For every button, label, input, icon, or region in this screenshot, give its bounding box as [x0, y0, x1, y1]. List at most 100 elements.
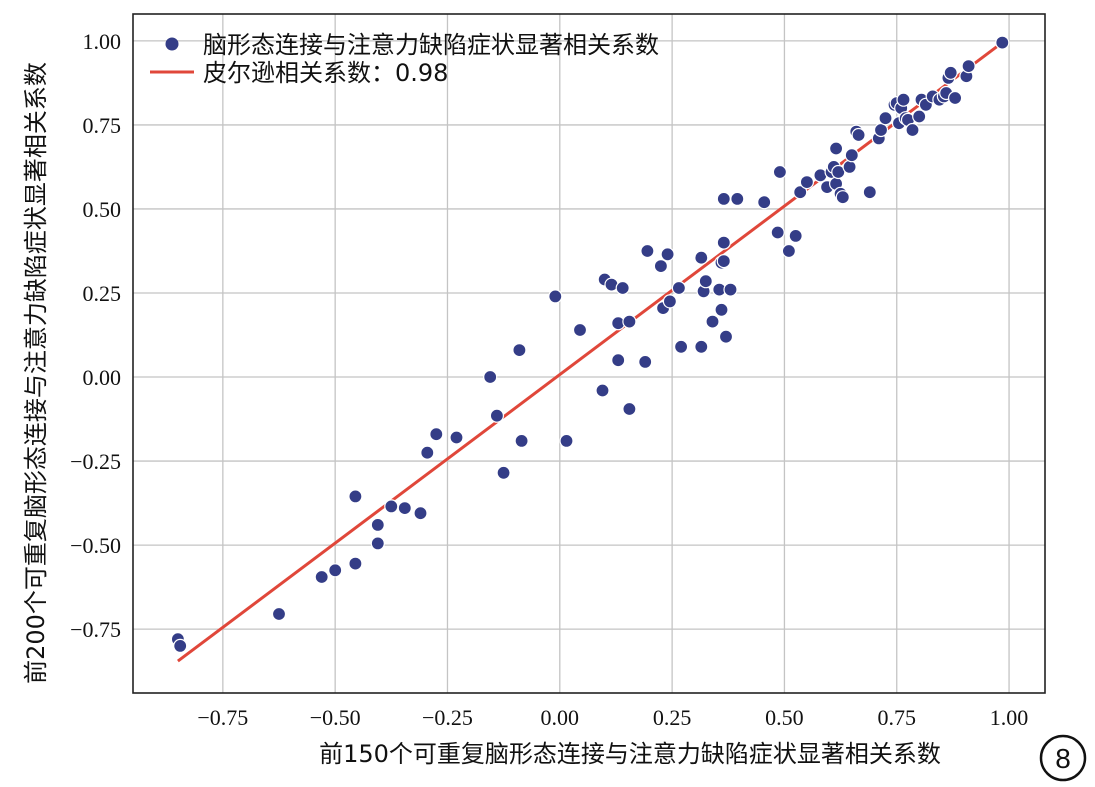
- scatter-points: [170, 35, 1010, 654]
- scatter-point: [844, 148, 859, 163]
- scatter-point: [716, 191, 731, 206]
- scatter-point: [548, 289, 563, 304]
- scatter-point: [961, 58, 976, 74]
- scatter-point: [835, 190, 850, 205]
- scatter-point: [799, 175, 815, 190]
- x-tick-label: −0.50: [310, 705, 361, 730]
- scatter-point: [793, 185, 808, 200]
- legend-line-label: 皮尔逊相关系数：0.98: [203, 59, 448, 87]
- scatter-point: [905, 122, 920, 138]
- scatter-point: [842, 159, 857, 174]
- y-tick-label: 0.50: [83, 197, 122, 222]
- scatter-point: [512, 343, 527, 358]
- scatter-point: [413, 506, 428, 521]
- scatter-point: [716, 254, 731, 269]
- y-tick-labels: 1.00 0.75 0.50 0.25 0.00 −0.25 −0.50 −0.75: [70, 29, 121, 642]
- scatter-point: [716, 235, 731, 250]
- scatter-point: [370, 517, 385, 533]
- scatter-point: [429, 427, 444, 442]
- scatter-point: [420, 445, 435, 460]
- scatter-point: [671, 280, 687, 296]
- badge-circle: [1039, 734, 1087, 782]
- plot-frame: [132, 13, 1046, 694]
- scatter-point: [595, 383, 610, 398]
- scatter-point: [705, 314, 720, 329]
- scatter-point: [772, 164, 788, 180]
- scatter-point: [314, 569, 329, 585]
- scatter-point: [781, 243, 797, 259]
- scatter-point: [640, 243, 655, 259]
- scatter-point: [638, 354, 653, 369]
- x-tick-label: −0.25: [422, 705, 473, 730]
- scatter-point: [348, 489, 363, 504]
- x-tick-labels: −0.75 −0.50 −0.25 0.00 0.25 0.50 0.75 1.00: [197, 705, 1028, 730]
- scatter-point: [514, 433, 529, 448]
- x-tick-label: 0.25: [653, 705, 692, 730]
- scatter-point: [851, 127, 866, 143]
- scatter-point: [653, 259, 669, 274]
- scatter-point: [622, 314, 637, 329]
- scatter-point: [611, 353, 626, 368]
- scatter-point: [943, 65, 958, 80]
- scatter-point: [714, 302, 729, 317]
- scatter-point: [673, 339, 689, 354]
- scatter-point: [660, 247, 675, 262]
- scatter-point: [878, 111, 893, 126]
- scatter-point: [947, 90, 963, 106]
- y-tick-label: 1.00: [83, 29, 122, 54]
- y-tick-label: −0.25: [70, 449, 121, 474]
- y-tick-label: 0.00: [83, 365, 122, 390]
- scatter-point: [873, 122, 889, 138]
- scatter-point: [730, 191, 745, 206]
- badge-number: 8: [1055, 743, 1071, 774]
- scatter-point: [694, 250, 709, 265]
- x-axis-label: 前150个可重复脑形态连接与注意力缺陷症状显著相关系数: [319, 740, 941, 768]
- x-tick-label: 0.75: [877, 705, 916, 730]
- scatter-point: [862, 185, 877, 200]
- scatter-point: [622, 401, 637, 417]
- scatter-point: [328, 563, 343, 578]
- scatter-point: [449, 430, 464, 445]
- x-tick-label: 0.50: [765, 705, 804, 730]
- y-axis-label: 前200个可重复脑形态连接与注意力缺陷症状显著相关系数: [22, 62, 50, 684]
- scatter-point: [173, 638, 188, 654]
- pearson-fit-line: [176, 41, 1004, 663]
- scatter-point: [572, 322, 588, 338]
- scatter-point: [896, 92, 911, 107]
- scatter-point: [995, 35, 1010, 50]
- scatter-point: [718, 329, 734, 344]
- scatter-point: [662, 294, 678, 309]
- scatter-point: [694, 339, 709, 354]
- scatter-point: [723, 282, 738, 297]
- scatter-point: [770, 225, 785, 240]
- x-tick-label: 0.00: [541, 705, 580, 730]
- scatter-point: [370, 536, 385, 551]
- y-tick-label: −0.50: [70, 533, 121, 558]
- scatter-point: [397, 501, 412, 516]
- grid-lines: [133, 14, 1045, 693]
- scatter-point: [496, 465, 511, 480]
- scatter-point: [489, 408, 504, 423]
- y-tick-label: 0.75: [83, 113, 122, 138]
- scatter-point: [615, 280, 630, 296]
- scatter-point: [698, 274, 713, 289]
- regression-line-layer: [176, 41, 1004, 663]
- legend: 脑形态连接与注意力缺陷症状显著相关系数 皮尔逊相关系数：0.98: [150, 31, 659, 87]
- scatter-point: [559, 433, 574, 448]
- scatter-point: [788, 228, 803, 243]
- scatter-point: [757, 195, 772, 210]
- legend-scatter-label: 脑形态连接与注意力缺陷症状显著相关系数: [203, 31, 659, 59]
- figure-number-badge: 8: [1039, 734, 1087, 782]
- scatter-point: [271, 606, 287, 622]
- scatter-point: [912, 109, 927, 124]
- scatter-point: [483, 369, 498, 385]
- scatter-point: [384, 499, 399, 514]
- y-tick-label: 0.25: [83, 281, 122, 306]
- x-tick-label: −0.75: [197, 705, 248, 730]
- scatter-point: [828, 141, 844, 156]
- legend-scatter-marker: [165, 37, 179, 51]
- x-tick-label: 1.00: [990, 705, 1029, 730]
- scatter-point: [348, 556, 363, 571]
- y-tick-label: −0.75: [70, 617, 121, 642]
